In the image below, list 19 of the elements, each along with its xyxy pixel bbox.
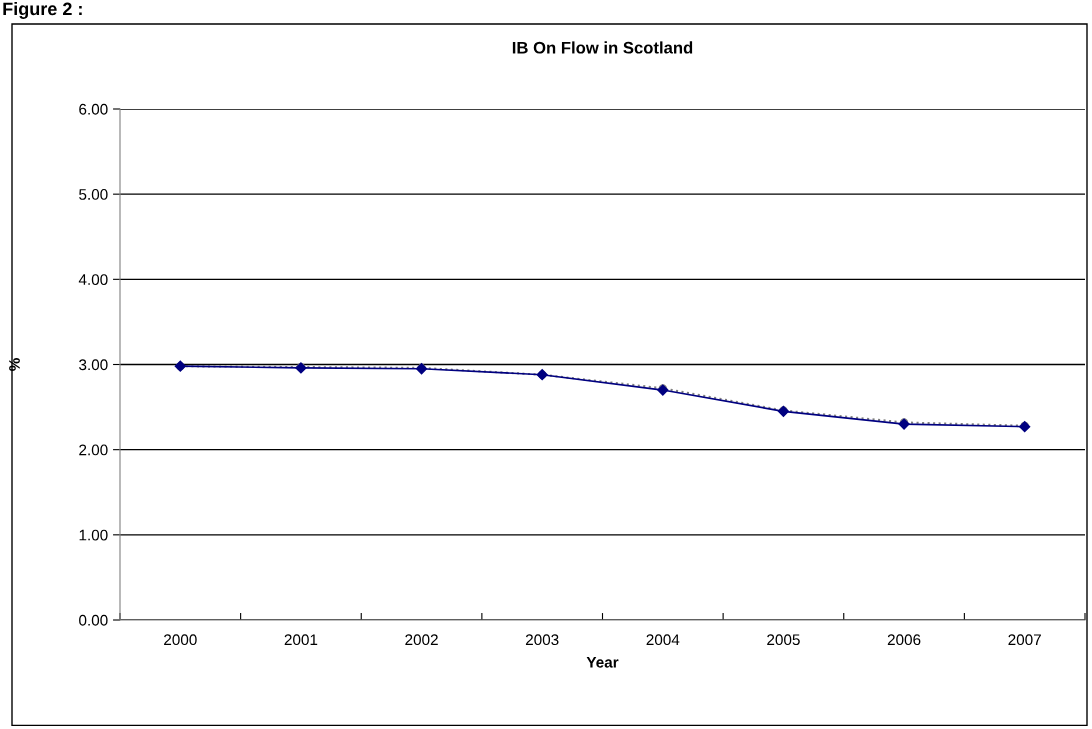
- x-tick-label: 2004: [646, 634, 680, 646]
- y-tick-label: 6.00: [79, 103, 108, 115]
- y-axis-title: %: [9, 358, 20, 371]
- y-tick-label: 3.00: [79, 359, 108, 371]
- x-tick-label: 2001: [284, 634, 318, 646]
- y-tick-label: 1.00: [79, 529, 108, 541]
- caption: Figure 2 :: [3, 2, 82, 19]
- x-tick-label: 2000: [164, 634, 197, 646]
- x-tick-label: 2002: [405, 634, 438, 646]
- y-tick-label: 5.00: [79, 189, 108, 200]
- x-tick-label: 2006: [887, 634, 921, 646]
- x-tick-label: 2005: [767, 634, 800, 646]
- y-tick-label: 0.00: [79, 614, 108, 626]
- y-tick-label: 2.00: [79, 444, 108, 456]
- y-tick-label: 4.00: [78, 274, 108, 286]
- x-axis-title: Year: [586, 657, 619, 668]
- x-tick-label: 2003: [525, 634, 559, 646]
- chart-title: IB On Flow in Scotland: [512, 41, 693, 54]
- x-tick-label: 2007: [1008, 634, 1041, 646]
